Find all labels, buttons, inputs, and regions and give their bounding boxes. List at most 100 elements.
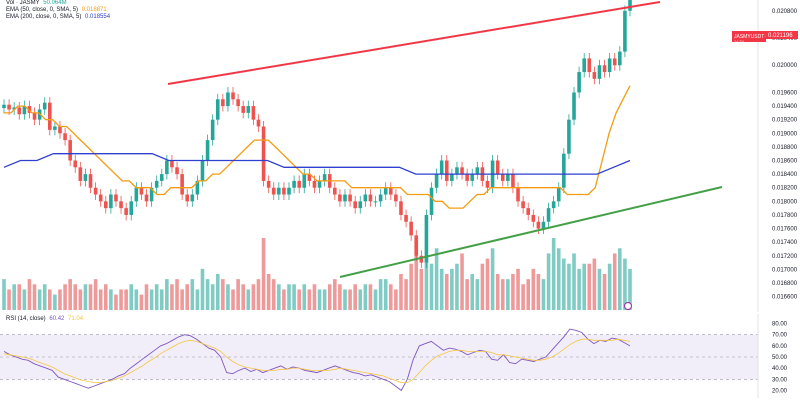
candle-body xyxy=(388,187,393,195)
candle-body xyxy=(251,106,256,120)
candle-body xyxy=(190,194,195,202)
price-tick-label: 0.017400 xyxy=(772,240,798,246)
candle-body xyxy=(12,107,16,110)
candle-body xyxy=(221,99,225,107)
candle-body xyxy=(17,107,22,115)
volume-bar xyxy=(114,294,118,310)
candle-body xyxy=(236,99,240,107)
legend-vol: Vol · JASMY 50.064M xyxy=(6,0,67,6)
volume-bar xyxy=(470,274,475,310)
candle-body xyxy=(246,106,251,113)
rsi-chart[interactable]: 80.00 70.00 60.00 50.00 40.00 30.00 20.00 xyxy=(0,314,800,398)
volume-bar xyxy=(388,284,393,310)
volume-bar xyxy=(511,274,515,310)
candle-body xyxy=(439,160,444,175)
rsi-lines xyxy=(3,328,631,392)
rsi-axis[interactable]: 80.00 70.00 60.00 50.00 40.00 30.00 20.00 xyxy=(772,322,788,395)
volume-bar xyxy=(63,284,67,310)
candle-body xyxy=(277,187,281,195)
volume-bar xyxy=(58,289,62,310)
volume-bar xyxy=(205,279,210,310)
price-tick-label: 0.017000 xyxy=(772,267,798,273)
volume-bar xyxy=(261,238,266,310)
volume-bar xyxy=(399,274,403,310)
volume-bar xyxy=(221,279,225,310)
candle-body xyxy=(175,167,179,175)
candle-body xyxy=(109,194,113,209)
candle-body xyxy=(419,255,424,263)
candle-body xyxy=(53,126,57,130)
candle-body xyxy=(241,106,246,113)
candle-body xyxy=(394,194,398,202)
legend-ema50-value: 0.018871 xyxy=(81,7,107,13)
resistance-trendline[interactable] xyxy=(167,1,661,85)
price-tick-label: 0.018600 xyxy=(772,159,798,165)
legend-ema50-label: EMA (50, close, 0, SMA, 5) xyxy=(6,7,79,13)
volume-bar xyxy=(526,279,531,310)
candle-body xyxy=(577,72,581,93)
volume-bar xyxy=(556,248,561,310)
candle-body xyxy=(450,174,454,181)
candle-body xyxy=(159,174,164,181)
price-tick-label: 0.020800 xyxy=(772,9,798,15)
rsi-tick-label: 70.00 xyxy=(772,333,788,339)
legend-ema50: EMA (50, close, 0, SMA, 5) 0.018871 xyxy=(6,7,107,13)
volume-bar xyxy=(368,284,373,310)
candle-body xyxy=(567,119,571,154)
volume-bar xyxy=(419,268,424,310)
volume-bar xyxy=(378,279,383,310)
volume-bar xyxy=(195,289,200,310)
candle-body xyxy=(465,174,469,181)
candle-body xyxy=(98,194,103,202)
volume-bar xyxy=(602,274,607,310)
candle-body xyxy=(58,126,62,134)
volume-bar xyxy=(536,274,541,310)
volume-bar xyxy=(373,289,378,310)
volume-bar xyxy=(409,263,413,310)
candle-body xyxy=(612,58,617,66)
candle-body xyxy=(378,194,383,202)
candle-body xyxy=(63,133,67,141)
volume-bar xyxy=(139,294,144,310)
volume-bar xyxy=(53,294,57,310)
volume-bar xyxy=(531,268,536,310)
candle-body xyxy=(119,201,123,209)
price-tick-label: 0.017200 xyxy=(772,254,798,260)
candle-body xyxy=(114,194,118,202)
candle-body xyxy=(526,208,531,215)
candle-body xyxy=(516,187,520,202)
volume-bar xyxy=(404,279,408,310)
volume-bar xyxy=(98,289,103,310)
candle-body xyxy=(618,51,622,66)
candle-body xyxy=(607,58,612,73)
candle-body xyxy=(343,194,347,202)
replay-icon[interactable] xyxy=(624,302,632,310)
volume-bar xyxy=(42,284,47,310)
price-tick-label: 0.020400 xyxy=(772,36,798,42)
volume-bar xyxy=(343,289,347,310)
candle-body xyxy=(628,0,632,11)
price-chart[interactable]: 0.020800 0.020400 0.020000 0.019600 0.019400… xyxy=(0,0,800,312)
volume-bars xyxy=(2,238,632,310)
candle-body xyxy=(551,201,556,209)
volume-bar xyxy=(394,289,398,310)
legend-ema200-value: 0.018554 xyxy=(85,14,111,20)
candle-body xyxy=(592,72,597,79)
candle-body xyxy=(215,99,220,120)
volume-bar xyxy=(429,263,434,310)
candle-body xyxy=(429,187,434,215)
volume-bar xyxy=(103,284,108,310)
volume-bar xyxy=(88,284,93,310)
support-trendline[interactable] xyxy=(339,186,723,278)
volume-bar xyxy=(17,284,22,310)
volume-bar xyxy=(210,284,215,310)
candle-body xyxy=(200,160,205,181)
volume-bar xyxy=(546,253,551,310)
price-tick-label: 0.019200 xyxy=(772,118,798,124)
volume-bar xyxy=(312,284,317,310)
volume-bar xyxy=(582,263,586,310)
price-axis[interactable]: 0.020800 0.020400 0.020000 0.019600 0.019400… xyxy=(772,9,798,301)
candle-body xyxy=(170,160,174,168)
volume-bar xyxy=(383,279,388,310)
volume-bar xyxy=(83,284,88,310)
